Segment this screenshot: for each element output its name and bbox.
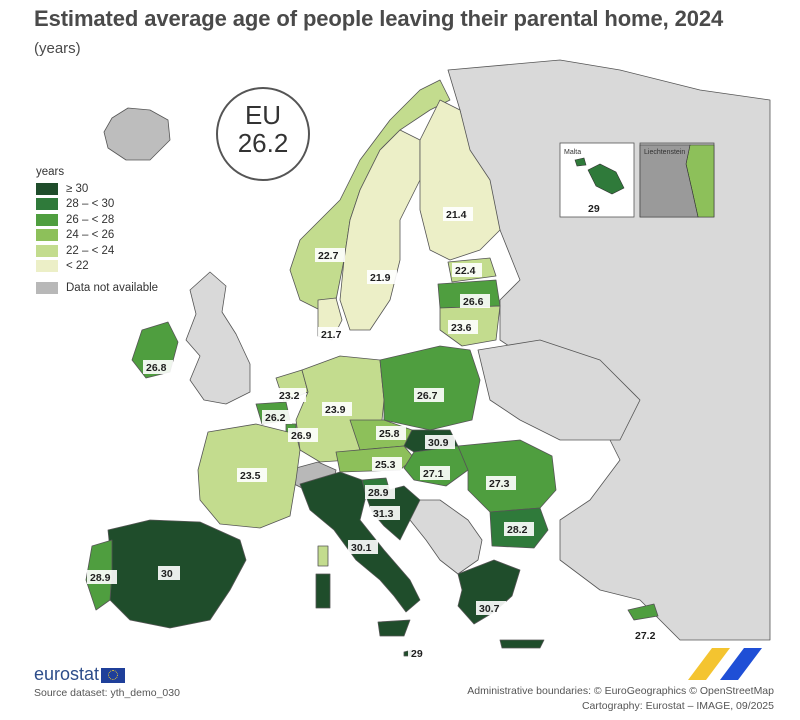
value-label: 28.9 — [90, 572, 111, 584]
value-label: 23.5 — [240, 470, 261, 482]
credits-line-cartography: Cartography: Eurostat – IMAGE, 09/2025 — [581, 700, 774, 712]
value-label: 28.9 — [368, 487, 389, 499]
value-label: 27.3 — [489, 478, 510, 490]
value-label: 23.9 — [325, 404, 346, 416]
eu-value: 26.2 — [237, 128, 289, 158]
value-label: 26.2 — [265, 412, 286, 424]
legend-swatch — [36, 229, 58, 242]
legend-item: < 22 — [36, 259, 158, 275]
legend-item: 22 – < 24 — [36, 243, 158, 259]
value-label: 30.1 — [351, 542, 372, 554]
value-label: 30.7 — [479, 603, 500, 615]
liechtenstein-inset: Liechtenstein — [639, 142, 715, 218]
legend-item: 26 – < 28 — [36, 212, 158, 228]
value-label: 28.2 — [507, 524, 528, 536]
legend-swatch — [36, 213, 58, 226]
map-subtitle: (years) — [34, 40, 81, 57]
logo-text: eurostat — [34, 664, 100, 684]
legend-item: 24 – < 26 — [36, 228, 158, 244]
value-label: 22.7 — [318, 250, 339, 262]
value-labels: 21.4 21.9 22.7 22.4 26.6 23.6 21.7 26.8 … — [87, 207, 662, 660]
value-label: 26.6 — [463, 296, 484, 308]
legend: years ≥ 30 28 – < 30 26 – < 28 24 – < 26… — [36, 166, 158, 296]
value-label: 26.7 — [417, 390, 438, 402]
legend-label: 24 – < 26 — [66, 229, 115, 242]
credits: Administrative boundaries: © EuroGeograp… — [467, 684, 774, 714]
finland — [419, 99, 501, 261]
legend-label: 22 – < 24 — [66, 244, 115, 257]
legend-label: 26 – < 28 — [66, 213, 115, 226]
uk-land — [185, 271, 251, 405]
legend-swatch — [36, 260, 58, 273]
eu-flag-icon — [101, 668, 126, 683]
legend-label: ≥ 30 — [66, 182, 89, 195]
value-label: 23.2 — [279, 390, 300, 402]
value-label: 30.9 — [428, 437, 449, 449]
value-label: 29 — [411, 648, 423, 660]
legend-label: 28 – < 30 — [66, 198, 115, 211]
eu-average-badge: EU 26.2 — [216, 87, 310, 181]
crete — [499, 639, 545, 649]
legend-swatch — [36, 182, 58, 195]
malta-inset: Malta 29 — [559, 142, 635, 218]
corner-decoration — [688, 648, 762, 680]
eu-label: EU — [244, 100, 282, 130]
sicily — [377, 619, 411, 637]
value-label: 26.9 — [291, 430, 312, 442]
value-label: 27.1 — [423, 468, 444, 480]
value-label: 26.8 — [146, 362, 167, 374]
malta-inset-value: 29 — [588, 203, 600, 215]
source-note: Source dataset: yth_demo_030 — [34, 687, 180, 699]
value-label: 23.6 — [451, 322, 472, 334]
eurostat-logo: eurostat — [34, 664, 126, 685]
value-label: 31.3 — [373, 508, 394, 520]
value-label: 21.7 — [321, 329, 342, 341]
value-label: 30 — [161, 568, 173, 580]
legend-label: < 22 — [66, 260, 89, 273]
value-label: 22.4 — [455, 265, 476, 277]
legend-item: 28 – < 30 — [36, 197, 158, 213]
value-label: 25.3 — [375, 459, 396, 471]
iceland — [103, 107, 171, 161]
value-label: 27.2 — [635, 630, 656, 642]
legend-title: years — [36, 166, 65, 178]
legend-swatch — [36, 244, 58, 257]
legend-swatch-na — [36, 281, 58, 294]
map-title: Estimated average age of people leaving … — [34, 6, 724, 31]
corsica — [317, 545, 329, 567]
value-label: 21.9 — [370, 272, 391, 284]
cyprus — [627, 603, 659, 621]
sweden — [339, 129, 421, 331]
ukraine-belarus — [477, 339, 641, 441]
legend-label-na: Data not available — [66, 281, 159, 294]
credits-line-boundaries: Administrative boundaries: © EuroGeograp… — [467, 685, 774, 697]
value-label: 21.4 — [446, 209, 467, 221]
legend-item: ≥ 30 — [36, 181, 158, 197]
legend-item-na: Data not available — [36, 280, 158, 296]
legend-swatch — [36, 198, 58, 211]
balkans — [407, 499, 483, 575]
value-label: 25.8 — [379, 428, 400, 440]
liechtenstein-inset-title: Liechtenstein — [644, 149, 685, 156]
sardinia — [315, 573, 331, 609]
malta-inset-title: Malta — [564, 149, 581, 156]
